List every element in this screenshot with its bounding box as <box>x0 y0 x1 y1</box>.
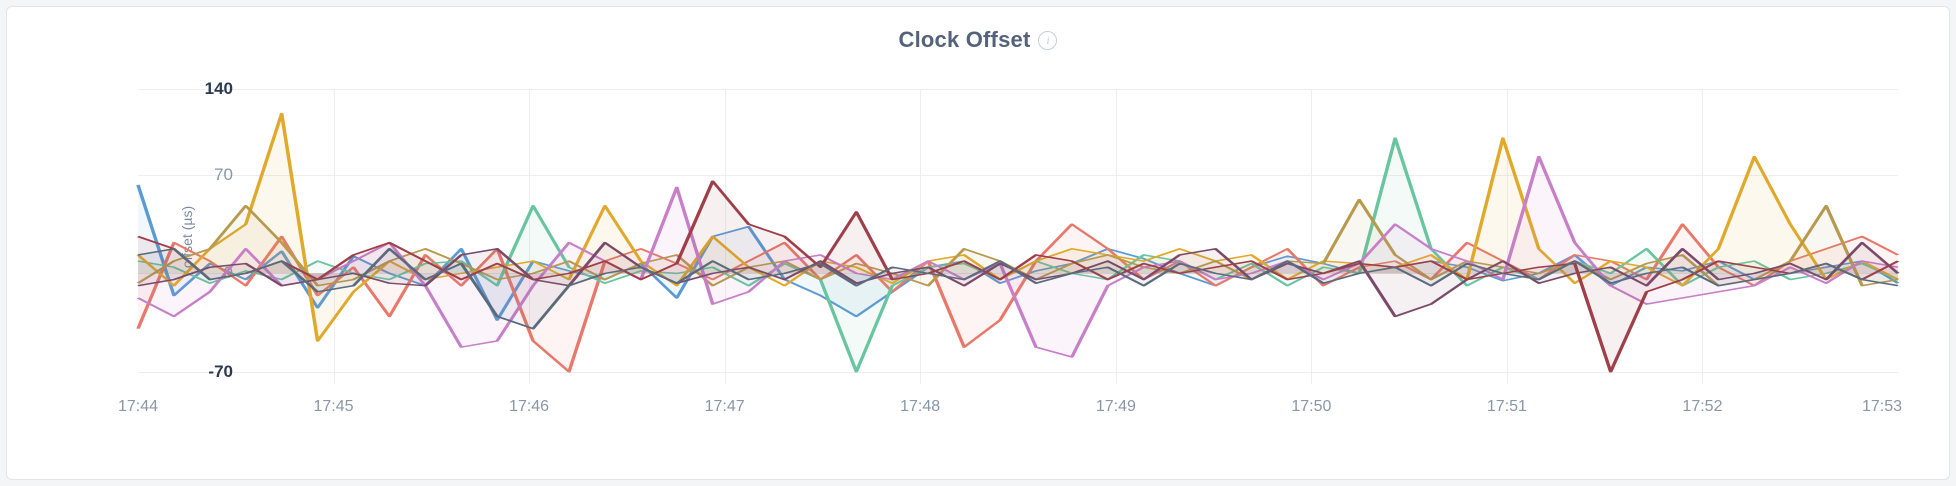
plot-area[interactable]: offset (µs) 140 70 0 -70 17:44 17:45 17:… <box>138 89 1898 384</box>
x-tick-6: 17:50 <box>1291 398 1331 416</box>
x-tick-4: 17:48 <box>900 398 940 416</box>
x-tick-2: 17:46 <box>509 398 549 416</box>
x-tick-3: 17:47 <box>705 398 745 416</box>
x-tick-5: 17:49 <box>1096 398 1136 416</box>
panel-card: Clock Offset i offset (µs) 140 70 0 -70 <box>6 6 1950 480</box>
x-tick-9: 17:53 <box>1862 398 1902 416</box>
series-svg <box>138 89 1898 384</box>
x-tick-1: 17:45 <box>314 398 354 416</box>
x-tick-8: 17:52 <box>1682 398 1722 416</box>
x-tick-0: 17:44 <box>118 398 158 416</box>
info-icon[interactable]: i <box>1038 31 1057 50</box>
x-tick-7: 17:51 <box>1487 398 1527 416</box>
chart-area: offset (µs) 140 70 0 -70 17:44 17:45 17:… <box>28 59 1928 439</box>
panel-title: Clock Offset <box>899 27 1031 53</box>
panel-header: Clock Offset i <box>7 7 1949 59</box>
